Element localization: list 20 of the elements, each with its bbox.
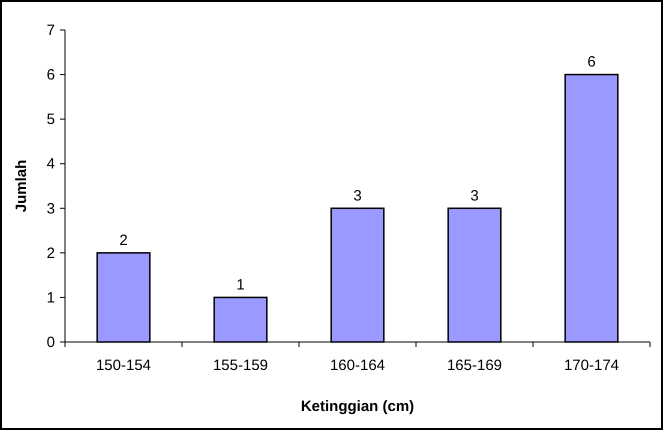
y-tick-label: 5 xyxy=(46,111,55,128)
x-tick-label: 165-169 xyxy=(446,357,502,374)
data-label: 3 xyxy=(470,187,479,204)
data-label: 3 xyxy=(353,187,362,204)
data-label: 6 xyxy=(587,54,596,71)
y-tick-label: 4 xyxy=(46,156,55,173)
y-tick-label: 7 xyxy=(46,22,55,39)
y-tick-label: 2 xyxy=(46,244,55,262)
x-axis-title: Ketinggian (cm) xyxy=(300,398,414,415)
x-tick-label: 170-174 xyxy=(564,357,620,374)
y-tick-label: 1 xyxy=(46,289,55,306)
x-tick-label: 150-154 xyxy=(96,357,152,374)
y-axis-title: Jumlah xyxy=(13,160,30,212)
data-label: 2 xyxy=(119,232,128,249)
x-tick-label: 160-164 xyxy=(330,357,386,374)
data-label: 1 xyxy=(236,276,245,294)
y-tick-label: 0 xyxy=(46,334,55,351)
x-tick-label: 155-159 xyxy=(212,357,268,374)
y-tick-label: 3 xyxy=(46,200,55,218)
y-tick-label: 6 xyxy=(46,66,55,84)
